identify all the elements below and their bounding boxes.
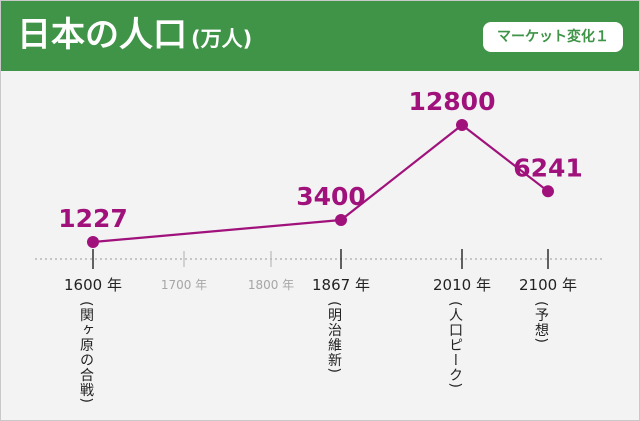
minor-tick-label: 1700 年 xyxy=(161,278,207,292)
header-bar: 日本の人口 (万人) マーケット変化１ xyxy=(1,1,639,71)
topic-badge: マーケット変化１ xyxy=(483,22,623,52)
x-tick-note: (関ヶ原の合戦) xyxy=(78,301,94,404)
data-label: 6241 xyxy=(513,153,583,182)
chart-title: 日本の人口 (万人) xyxy=(17,13,252,61)
x-tick-note: (予想) xyxy=(533,301,549,344)
data-point xyxy=(456,119,468,131)
x-tick-note: (人口ピーク) xyxy=(447,301,463,389)
data-point xyxy=(87,236,99,248)
x-tick-note: (明治維新) xyxy=(326,301,342,374)
minor-tick-label: 1800 年 xyxy=(248,278,294,292)
data-label: 12800 xyxy=(409,87,496,116)
data-label: 3400 xyxy=(296,182,366,211)
x-tick-label: 2010 年 xyxy=(433,276,491,294)
title-unit: (万人) xyxy=(191,27,253,51)
x-tick-label: 1867 年 xyxy=(312,276,370,294)
x-tick-label: 1600 年 xyxy=(64,276,122,294)
x-tick-label: 2100 年 xyxy=(519,276,577,294)
series-line xyxy=(92,123,549,244)
data-label: 1227 xyxy=(58,204,128,233)
title-text: 日本の人口 xyxy=(17,15,187,55)
data-point xyxy=(335,214,347,227)
data-point xyxy=(542,185,554,198)
